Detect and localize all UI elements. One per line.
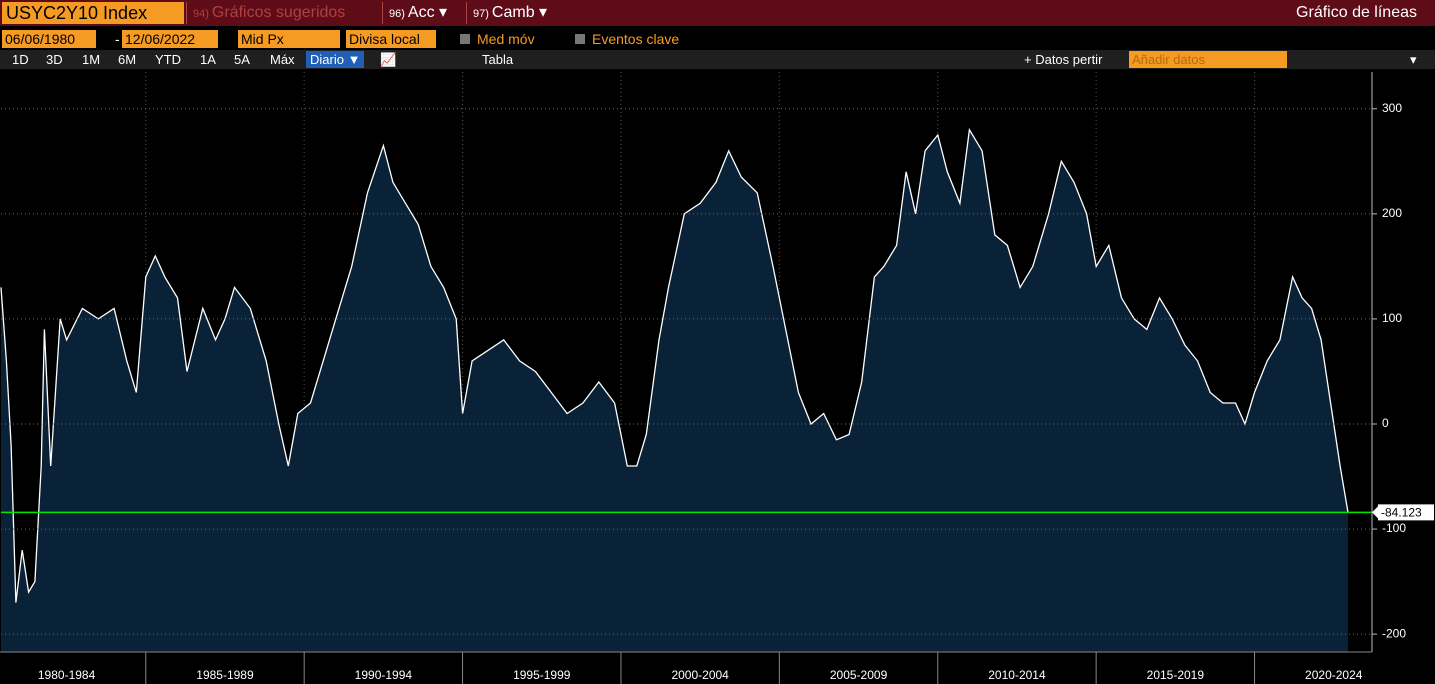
range-button[interactable]: 3D bbox=[46, 52, 63, 67]
dropdown[interactable]: ▾ bbox=[1410, 52, 1417, 67]
y-tick-label: 300 bbox=[1382, 101, 1402, 115]
key-events[interactable]: Eventos clave bbox=[592, 31, 680, 47]
x-tick-label: 1985-1989 bbox=[196, 668, 254, 682]
x-tick-label: 2015-2019 bbox=[1147, 668, 1205, 682]
controls-bar: 06/06/1980 - 12/06/2022 Mid Px Divisa lo… bbox=[0, 30, 1435, 50]
x-tick-label: 2000-2004 bbox=[671, 668, 729, 682]
x-tick-label: 1990-1994 bbox=[355, 668, 413, 682]
range-button[interactable]: Máx bbox=[270, 52, 295, 67]
menu-num: 94) bbox=[193, 8, 209, 20]
y-tick-label: 0 bbox=[1382, 416, 1389, 430]
menu-label: Camb bbox=[491, 4, 535, 21]
start-date[interactable]: 06/06/1980 bbox=[2, 30, 96, 48]
menu-label: Acc bbox=[407, 4, 435, 21]
range-button[interactable]: 6M bbox=[118, 52, 137, 67]
y-tick-label: 100 bbox=[1382, 311, 1402, 325]
toolbar: Diario ▼ 📈 Tabla + Datos pertir Añadir d… bbox=[0, 50, 1435, 69]
add-data-input[interactable]: Añadir datos bbox=[1129, 51, 1287, 68]
menu[interactable]: 97) Camb ▾ bbox=[466, 2, 547, 24]
separator: - bbox=[115, 31, 120, 47]
value-tag-arrow bbox=[1372, 506, 1378, 519]
table-button[interactable]: Tabla bbox=[482, 52, 514, 67]
menu[interactable]: 94) Gráficos sugeridos bbox=[186, 2, 345, 24]
line bbox=[0, 127, 1349, 603]
x-tick-label: 2020-2024 bbox=[1305, 668, 1363, 682]
range-button[interactable]: 1A bbox=[200, 52, 216, 67]
price-field[interactable]: Mid Px bbox=[238, 30, 340, 48]
x-tick-label: 1995-1999 bbox=[513, 668, 571, 682]
value-tag: -84.123 bbox=[1381, 506, 1422, 520]
y-tick-label: -200 bbox=[1382, 626, 1406, 640]
view-title: Gráfico de líneas bbox=[1296, 4, 1417, 21]
frequency[interactable]: Diario ▼ bbox=[306, 51, 365, 68]
end-date[interactable]: 12/06/2022 bbox=[122, 30, 218, 48]
chart-icon[interactable]: 📈 bbox=[380, 52, 397, 67]
value-tag-bg bbox=[1378, 504, 1434, 521]
range-button[interactable]: 5A bbox=[234, 52, 250, 67]
checkbox[interactable] bbox=[575, 34, 585, 44]
x-tick-label: 2005-2009 bbox=[830, 668, 888, 682]
ticker[interactable]: USYC2Y10 Index bbox=[2, 2, 184, 24]
menu-num: 96) bbox=[389, 8, 405, 20]
add-data-button[interactable]: + Datos pertir bbox=[1024, 52, 1103, 67]
range-button[interactable]: YTD bbox=[155, 52, 181, 67]
range-button[interactable]: 1M bbox=[82, 52, 101, 67]
x-tick-label: 2010-2014 bbox=[988, 668, 1046, 682]
title-bar: USYC2Y10 Index 94) Gráficos sugeridos 96)… bbox=[0, 0, 1435, 26]
area-fill bbox=[1, 129, 1348, 653]
y-tick-label: -100 bbox=[1382, 521, 1406, 535]
y-tick-label: 200 bbox=[1382, 206, 1402, 220]
range-button[interactable]: 1D bbox=[12, 52, 29, 67]
menu-label: Gráficos sugeridos bbox=[211, 4, 346, 21]
menu[interactable]: 96) Acc ▾ bbox=[382, 2, 447, 24]
moving-avg[interactable]: Med móv bbox=[477, 31, 535, 47]
currency-field[interactable]: Divisa local bbox=[346, 30, 436, 48]
chart: -200 -100 0 100 200 300 1980-1984 1985-1989 1990… bbox=[0, 72, 1434, 684]
x-tick-label: 1980-1984 bbox=[38, 668, 96, 682]
menu-num: 97) bbox=[473, 8, 489, 20]
checkbox[interactable] bbox=[460, 34, 470, 44]
